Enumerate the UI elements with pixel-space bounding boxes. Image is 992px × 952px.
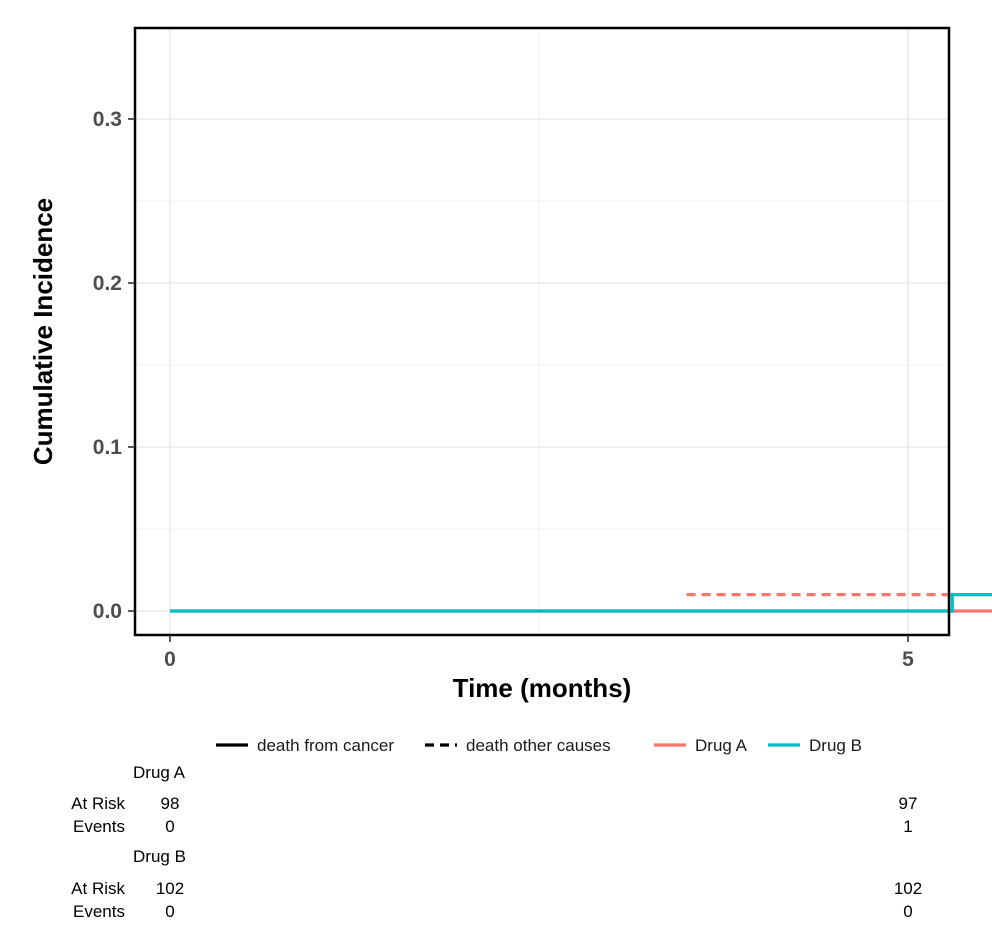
risk-table-events-label: Events [73,902,125,921]
plot-panel-border [133,26,951,637]
legend-solid-label: death from cancer [257,736,394,755]
risk-table-at-risk-label: At Risk [71,879,125,898]
axis-ticks: 05101520250.00.10.20.3 [93,108,914,671]
y-tick-label: 0.0 [93,600,122,623]
series-lines [170,593,992,613]
drug-b-death-from-cancer-line [170,593,992,613]
legend-dashed-label: death other causes [466,736,611,755]
risk-table-at-risk-value: 102 [894,879,922,898]
drug-a-death-other-causes-line [686,593,992,597]
drug-a-death-from-cancer-line [170,609,992,613]
x-tick-label: 5 [902,648,914,671]
risk-table: Drug AAt RiskEvents98097194483156137052D… [71,763,922,921]
risk-table-events-label: Events [73,817,125,836]
x-tick-label: 0 [164,648,176,671]
grid-lines [135,28,949,635]
risk-table-events-value: 0 [165,817,174,836]
risk-table-group-name: Drug A [133,763,186,782]
y-tick-label: 0.1 [93,436,123,459]
risk-table-events-value: 0 [903,902,912,921]
risk-table-at-risk-label: At Risk [71,794,125,813]
risk-table-at-risk-value: 102 [156,879,184,898]
risk-table-group-name: Drug B [133,847,186,866]
legend-drug-b-label: Drug B [809,736,862,755]
risk-table-events-value: 0 [165,902,174,921]
y-tick-label: 0.3 [93,108,122,131]
legend: death from cancer death other causes Drug … [216,736,862,755]
legend-drug-a-label: Drug A [695,736,748,755]
y-tick-label: 0.2 [93,272,122,295]
risk-table-at-risk-value: 97 [899,794,918,813]
x-axis-title: Time (months) [453,673,632,703]
risk-table-at-risk-value: 98 [161,794,180,813]
risk-table-events-value: 1 [903,817,912,836]
y-axis-title: Cumulative Incidence [28,198,58,465]
